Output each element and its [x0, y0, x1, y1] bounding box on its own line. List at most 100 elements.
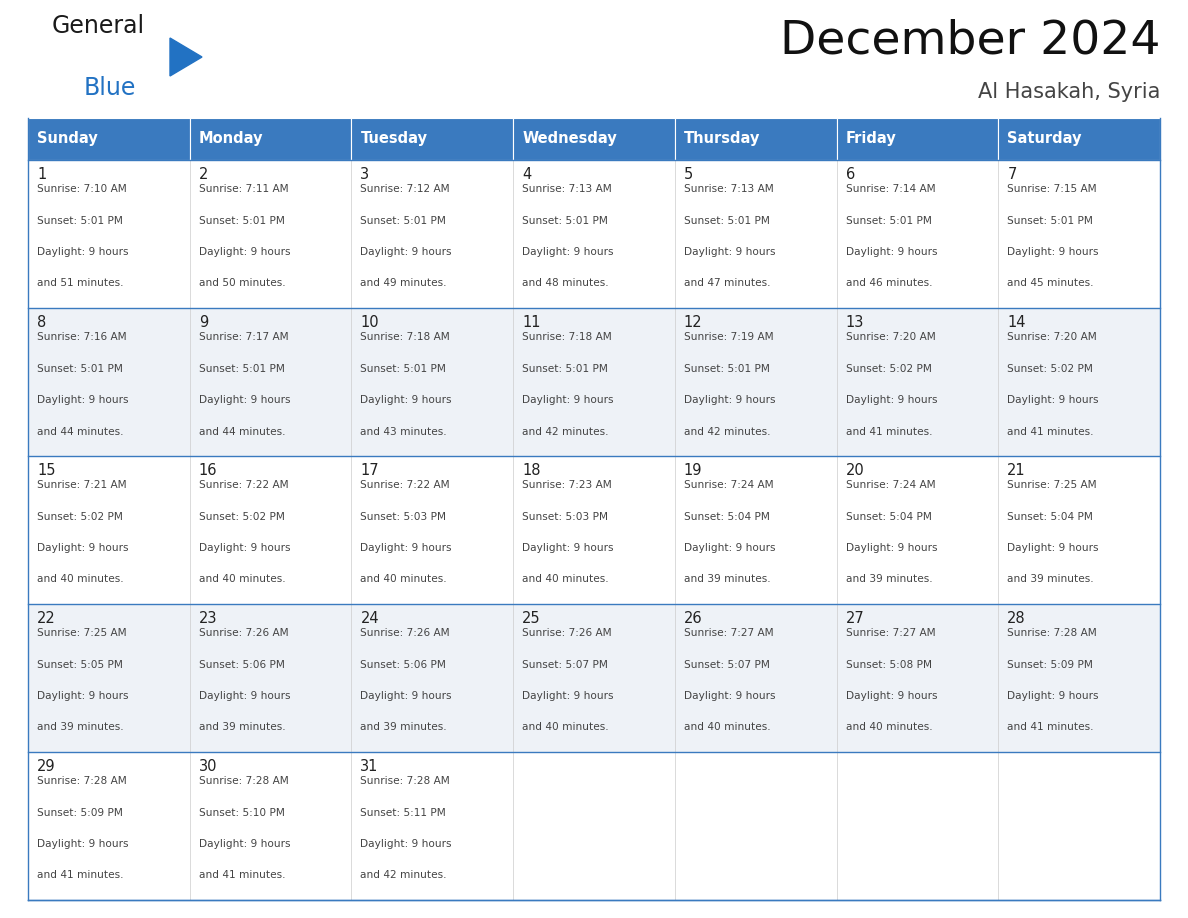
- Text: Sunset: 5:02 PM: Sunset: 5:02 PM: [846, 364, 931, 374]
- Text: Al Hasakah, Syria: Al Hasakah, Syria: [978, 82, 1159, 102]
- Text: Daylight: 9 hours: Daylight: 9 hours: [37, 395, 128, 405]
- Text: and 40 minutes.: and 40 minutes.: [684, 722, 771, 733]
- Text: Daylight: 9 hours: Daylight: 9 hours: [37, 247, 128, 257]
- Text: and 39 minutes.: and 39 minutes.: [846, 575, 933, 585]
- Text: Daylight: 9 hours: Daylight: 9 hours: [523, 543, 614, 553]
- Text: Sunset: 5:09 PM: Sunset: 5:09 PM: [37, 808, 122, 818]
- Text: Sunrise: 7:20 AM: Sunrise: 7:20 AM: [846, 332, 935, 342]
- Text: Sunset: 5:01 PM: Sunset: 5:01 PM: [360, 216, 447, 226]
- Text: Sunset: 5:02 PM: Sunset: 5:02 PM: [198, 511, 285, 521]
- Text: Sunset: 5:04 PM: Sunset: 5:04 PM: [846, 511, 931, 521]
- Text: 13: 13: [846, 315, 864, 330]
- Text: Sunset: 5:01 PM: Sunset: 5:01 PM: [360, 364, 447, 374]
- Text: Daylight: 9 hours: Daylight: 9 hours: [198, 395, 290, 405]
- Text: and 39 minutes.: and 39 minutes.: [684, 575, 771, 585]
- Text: and 41 minutes.: and 41 minutes.: [846, 427, 933, 436]
- Text: Saturday: Saturday: [1007, 131, 1082, 147]
- Text: Sunset: 5:06 PM: Sunset: 5:06 PM: [198, 659, 285, 669]
- Text: 4: 4: [523, 167, 531, 182]
- Text: and 42 minutes.: and 42 minutes.: [360, 870, 447, 880]
- Text: Sunrise: 7:11 AM: Sunrise: 7:11 AM: [198, 184, 289, 194]
- Text: 16: 16: [198, 463, 217, 478]
- Text: Sunset: 5:01 PM: Sunset: 5:01 PM: [684, 216, 770, 226]
- Text: 26: 26: [684, 611, 702, 626]
- Text: Sunset: 5:01 PM: Sunset: 5:01 PM: [846, 216, 931, 226]
- Text: Sunrise: 7:26 AM: Sunrise: 7:26 AM: [360, 628, 450, 638]
- Text: Daylight: 9 hours: Daylight: 9 hours: [684, 247, 776, 257]
- Text: General: General: [52, 14, 145, 38]
- Bar: [29, 752, 1159, 900]
- Text: 29: 29: [37, 759, 56, 774]
- Text: Daylight: 9 hours: Daylight: 9 hours: [846, 395, 937, 405]
- Text: Sunset: 5:05 PM: Sunset: 5:05 PM: [37, 659, 122, 669]
- Text: Monday: Monday: [198, 131, 264, 147]
- Text: Sunset: 5:01 PM: Sunset: 5:01 PM: [523, 364, 608, 374]
- Text: Daylight: 9 hours: Daylight: 9 hours: [1007, 691, 1099, 701]
- Text: Daylight: 9 hours: Daylight: 9 hours: [846, 543, 937, 553]
- Text: Sunrise: 7:27 AM: Sunrise: 7:27 AM: [846, 628, 935, 638]
- Text: Sunset: 5:06 PM: Sunset: 5:06 PM: [360, 659, 447, 669]
- Text: Daylight: 9 hours: Daylight: 9 hours: [360, 691, 451, 701]
- Text: Daylight: 9 hours: Daylight: 9 hours: [684, 395, 776, 405]
- Text: Sunrise: 7:22 AM: Sunrise: 7:22 AM: [360, 480, 450, 490]
- Text: Daylight: 9 hours: Daylight: 9 hours: [198, 691, 290, 701]
- Text: Sunrise: 7:25 AM: Sunrise: 7:25 AM: [37, 628, 127, 638]
- Bar: [513, 118, 675, 160]
- Text: 31: 31: [360, 759, 379, 774]
- Text: Sunrise: 7:28 AM: Sunrise: 7:28 AM: [198, 776, 289, 786]
- Text: Sunset: 5:01 PM: Sunset: 5:01 PM: [198, 364, 285, 374]
- Text: Sunrise: 7:26 AM: Sunrise: 7:26 AM: [523, 628, 612, 638]
- Text: and 48 minutes.: and 48 minutes.: [523, 278, 608, 288]
- Text: Sunset: 5:04 PM: Sunset: 5:04 PM: [1007, 511, 1093, 521]
- Text: Sunrise: 7:28 AM: Sunrise: 7:28 AM: [37, 776, 127, 786]
- Text: and 42 minutes.: and 42 minutes.: [684, 427, 770, 436]
- Text: Sunrise: 7:15 AM: Sunrise: 7:15 AM: [1007, 184, 1097, 194]
- Text: and 42 minutes.: and 42 minutes.: [523, 427, 608, 436]
- Text: Daylight: 9 hours: Daylight: 9 hours: [1007, 395, 1099, 405]
- Text: and 40 minutes.: and 40 minutes.: [360, 575, 447, 585]
- Text: Sunrise: 7:26 AM: Sunrise: 7:26 AM: [198, 628, 289, 638]
- Text: 22: 22: [37, 611, 56, 626]
- Text: Sunrise: 7:18 AM: Sunrise: 7:18 AM: [360, 332, 450, 342]
- Text: and 40 minutes.: and 40 minutes.: [523, 722, 608, 733]
- Text: and 40 minutes.: and 40 minutes.: [523, 575, 608, 585]
- Text: 2: 2: [198, 167, 208, 182]
- Text: Sunrise: 7:19 AM: Sunrise: 7:19 AM: [684, 332, 773, 342]
- Text: Sunset: 5:01 PM: Sunset: 5:01 PM: [684, 364, 770, 374]
- Text: Daylight: 9 hours: Daylight: 9 hours: [198, 543, 290, 553]
- Text: Daylight: 9 hours: Daylight: 9 hours: [684, 543, 776, 553]
- Bar: [29, 604, 1159, 752]
- Text: 28: 28: [1007, 611, 1026, 626]
- Text: Sunrise: 7:10 AM: Sunrise: 7:10 AM: [37, 184, 127, 194]
- Text: 8: 8: [37, 315, 46, 330]
- Text: Sunset: 5:03 PM: Sunset: 5:03 PM: [360, 511, 447, 521]
- Text: Daylight: 9 hours: Daylight: 9 hours: [523, 691, 614, 701]
- Text: Sunrise: 7:20 AM: Sunrise: 7:20 AM: [1007, 332, 1097, 342]
- Text: Sunrise: 7:18 AM: Sunrise: 7:18 AM: [523, 332, 612, 342]
- Text: 9: 9: [198, 315, 208, 330]
- Text: December 2024: December 2024: [779, 18, 1159, 63]
- Text: Daylight: 9 hours: Daylight: 9 hours: [360, 247, 451, 257]
- Text: Sunrise: 7:17 AM: Sunrise: 7:17 AM: [198, 332, 289, 342]
- Text: Daylight: 9 hours: Daylight: 9 hours: [360, 395, 451, 405]
- Text: Sunset: 5:01 PM: Sunset: 5:01 PM: [37, 364, 122, 374]
- Text: Sunset: 5:11 PM: Sunset: 5:11 PM: [360, 808, 447, 818]
- Text: and 47 minutes.: and 47 minutes.: [684, 278, 770, 288]
- Text: 27: 27: [846, 611, 865, 626]
- Text: 7: 7: [1007, 167, 1017, 182]
- Text: 6: 6: [846, 167, 855, 182]
- Text: and 46 minutes.: and 46 minutes.: [846, 278, 933, 288]
- Text: Friday: Friday: [846, 131, 896, 147]
- Text: and 41 minutes.: and 41 minutes.: [37, 870, 124, 880]
- Text: and 44 minutes.: and 44 minutes.: [198, 427, 285, 436]
- Text: Sunset: 5:04 PM: Sunset: 5:04 PM: [684, 511, 770, 521]
- Text: and 41 minutes.: and 41 minutes.: [1007, 427, 1094, 436]
- Text: 19: 19: [684, 463, 702, 478]
- Text: Daylight: 9 hours: Daylight: 9 hours: [198, 247, 290, 257]
- Text: 11: 11: [523, 315, 541, 330]
- Text: and 39 minutes.: and 39 minutes.: [1007, 575, 1094, 585]
- Text: Sunrise: 7:16 AM: Sunrise: 7:16 AM: [37, 332, 127, 342]
- Bar: [675, 118, 836, 160]
- Text: Sunset: 5:01 PM: Sunset: 5:01 PM: [523, 216, 608, 226]
- Text: Sunrise: 7:28 AM: Sunrise: 7:28 AM: [1007, 628, 1097, 638]
